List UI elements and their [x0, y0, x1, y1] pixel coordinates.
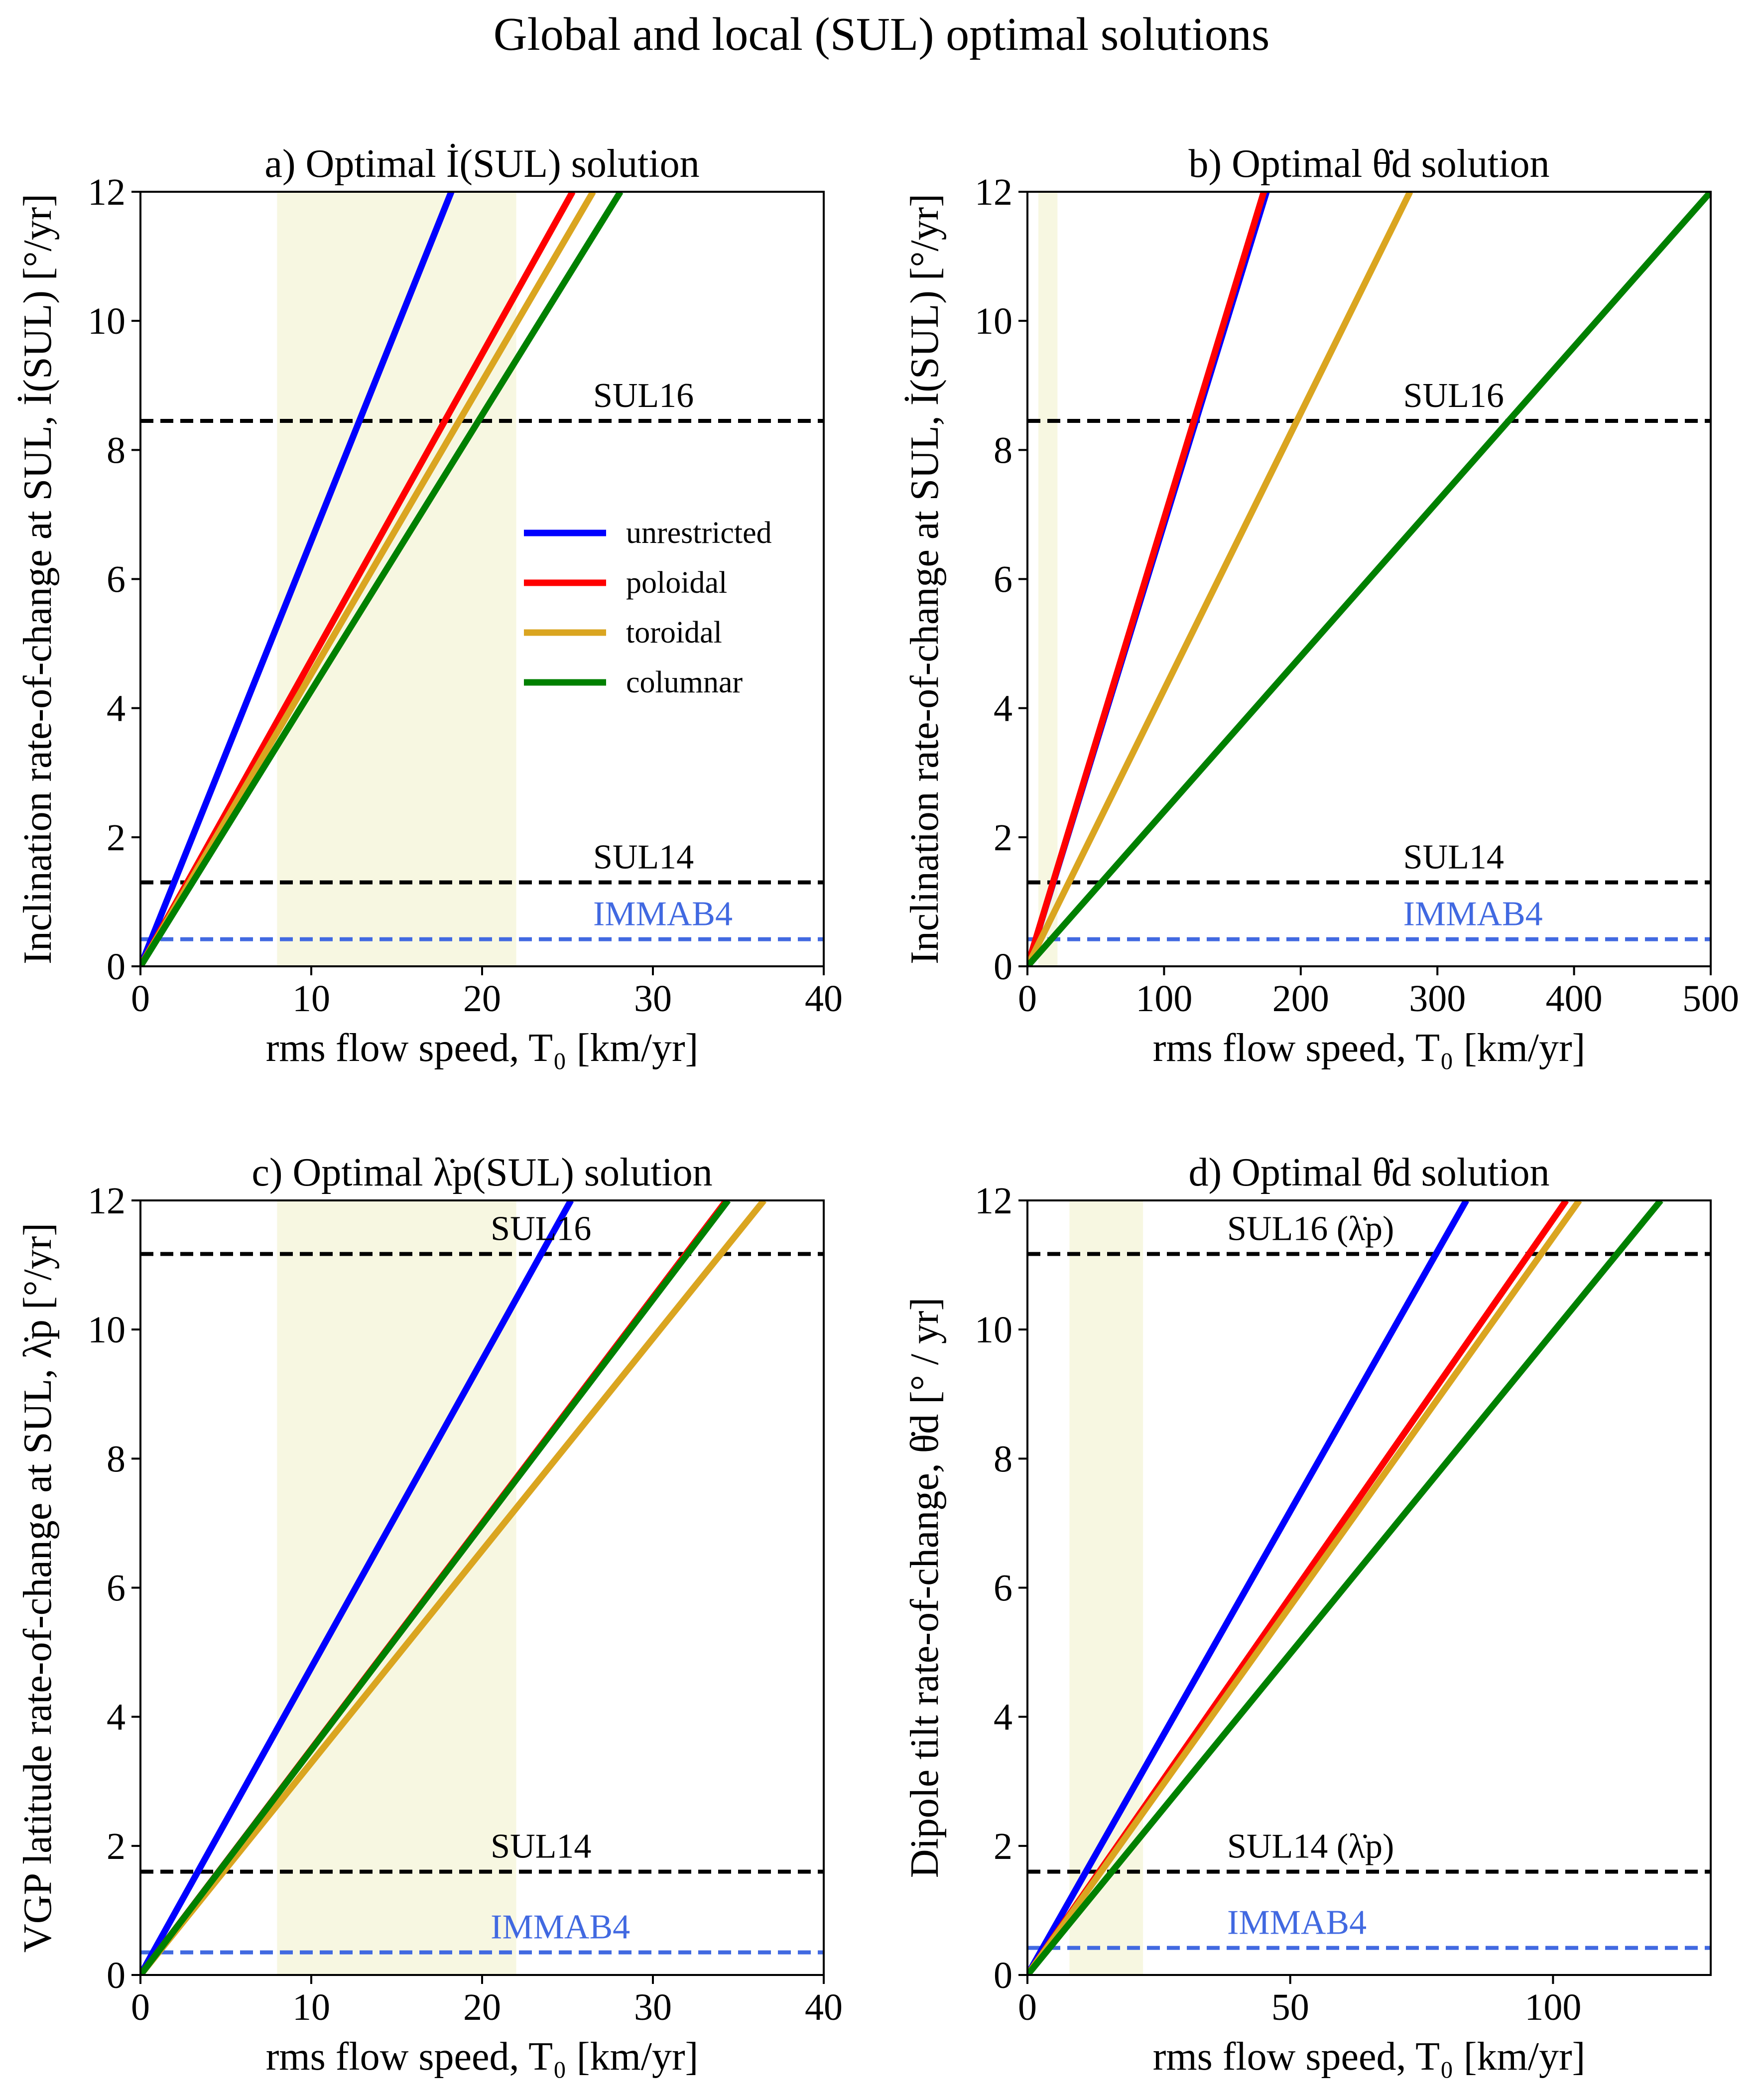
x-tick-label: 400: [1546, 978, 1603, 1020]
y-tick-label: 2: [994, 1826, 1012, 1867]
hline-label: SUL16: [593, 377, 694, 415]
panel-a: SUL16 SUL14 IMMAB4 0 10 20 30 40 0 2 4 6 8 10 12 a) Opt…: [16, 142, 843, 1070]
x-tick-label: 40: [805, 1986, 843, 2028]
shaded-region: [1038, 192, 1058, 966]
series-line-unrestricted: [140, 192, 455, 966]
series-line-toroidal: [140, 1200, 767, 1975]
hline-label: IMMAB4: [1227, 1904, 1367, 1942]
shaded-region: [277, 1200, 516, 1975]
hline-label: IMMAB4: [1403, 895, 1543, 933]
x-tick-label: 10: [292, 1986, 330, 2028]
x-tick-label: 100: [1524, 1986, 1581, 2028]
y-tick-label: 8: [994, 1438, 1012, 1480]
panel-title: a) Optimal İ(SUL) solution: [264, 142, 699, 186]
series-line-toroidal: [140, 192, 596, 966]
panel-title: d) Optimal θ̇d solution: [1189, 1151, 1550, 1194]
panel-title: c) Optimal λ̇p(SUL) solution: [252, 1151, 712, 1194]
shaded-region: [277, 192, 516, 966]
legend-label-poloidal: poloidal: [626, 566, 727, 600]
x-tick-label: 50: [1271, 1986, 1309, 2028]
series-line-unrestricted: [1027, 1200, 1469, 1975]
y-tick-label: 12: [88, 171, 126, 213]
panel-d: SUL16 (λ̇p) SUL14 (λ̇p) IMMAB4 0 50 100 0 2 4 6 8 1…: [903, 1151, 1712, 2079]
x-tick-label: 500: [1682, 978, 1739, 1020]
y-axis-label: Inclination rate-of-change at SUL, İ(SUL…: [903, 194, 947, 964]
x-tick-label: 100: [1135, 978, 1192, 1020]
hline-label: IMMAB4: [491, 1908, 630, 1947]
y-tick-label: 0: [994, 946, 1012, 988]
legend-label-toroidal: toroidal: [626, 616, 722, 650]
y-axis-label: VGP latitude rate-of-change at SUL, λ̇p …: [16, 1223, 60, 1953]
y-tick-label: 4: [107, 688, 126, 730]
y-tick-label: 0: [994, 1955, 1012, 1996]
hline-label: SUL16 (λ̇p): [1227, 1210, 1394, 1248]
x-tick-label: 30: [634, 978, 672, 1020]
y-tick-label: 6: [994, 559, 1012, 601]
x-tick-label: 40: [805, 978, 843, 1020]
hline-label: SUL14 (λ̇p): [1227, 1828, 1394, 1866]
series-line-columnar: [1027, 192, 1711, 966]
hline-label: SUL16: [491, 1210, 591, 1248]
series-line-unrestricted: [140, 1200, 574, 1975]
x-tick-label: 30: [634, 1986, 672, 2028]
panel-title: b) Optimal θ̇d solution: [1189, 142, 1550, 186]
y-axis-label: Inclination rate-of-change at SUL, İ(SUL…: [16, 194, 60, 964]
x-axis-label: rms flow speed, T₀ [km/yr]: [266, 1026, 698, 1070]
legend: unrestricted poloidal toroidal columnar: [524, 516, 772, 699]
y-tick-label: 10: [975, 1309, 1012, 1351]
y-tick-label: 8: [107, 1438, 126, 1480]
y-tick-label: 6: [994, 1568, 1012, 1609]
y-tick-label: 8: [994, 429, 1012, 471]
y-tick-label: 2: [994, 817, 1012, 859]
x-tick-label: 0: [131, 1986, 150, 2028]
y-tick-label: 2: [107, 817, 126, 859]
series-line-poloidal: [1027, 192, 1267, 966]
y-tick-label: 4: [994, 688, 1012, 730]
figure-title: Global and local (SUL) optimal solutions: [494, 8, 1270, 60]
x-tick-label: 0: [1018, 1986, 1037, 2028]
y-tick-label: 10: [975, 300, 1012, 342]
panel-b: SUL16 SUL14 IMMAB4 0 100 200 300 400 500 0 2 4 6 8 10 1…: [903, 142, 1739, 1070]
series-line-toroidal: [1027, 192, 1413, 966]
x-tick-label: 20: [463, 978, 501, 1020]
legend-label-columnar: columnar: [626, 665, 743, 699]
hline-label: SUL14: [1403, 838, 1504, 877]
hline-label: IMMAB4: [593, 895, 733, 933]
series-line-toroidal: [1027, 1200, 1582, 1975]
x-tick-label: 300: [1409, 978, 1466, 1020]
x-axis-label: rms flow speed, T₀ [km/yr]: [266, 2035, 698, 2079]
series-line-columnar: [140, 1200, 731, 1975]
x-tick-label: 0: [131, 978, 150, 1020]
y-tick-label: 4: [994, 1697, 1012, 1738]
y-tick-label: 2: [107, 1826, 126, 1867]
y-axis-label: Dipole tilt rate-of-change, θ̇d [° / yr]: [903, 1298, 947, 1878]
x-axis-label: rms flow speed, T₀ [km/yr]: [1153, 2035, 1585, 2079]
panel-c: SUL16 SUL14 IMMAB4 0 10 20 30 40 0 2 4 6 8 10 12 c) Opt…: [16, 1151, 843, 2079]
x-tick-label: 10: [292, 978, 330, 1020]
y-tick-label: 12: [975, 1180, 1012, 1222]
legend-label-unrestricted: unrestricted: [626, 516, 772, 550]
x-tick-label: 200: [1272, 978, 1329, 1020]
y-tick-label: 12: [88, 1180, 126, 1222]
y-tick-label: 10: [88, 300, 126, 342]
y-tick-label: 0: [107, 946, 126, 988]
y-tick-label: 8: [107, 429, 126, 471]
hline-label: SUL16: [1403, 377, 1504, 415]
y-tick-label: 12: [975, 171, 1012, 213]
x-axis-label: rms flow speed, T₀ [km/yr]: [1153, 1026, 1585, 1070]
hline-label: SUL14: [491, 1828, 591, 1866]
y-tick-label: 6: [107, 1568, 126, 1609]
series-line-columnar: [140, 192, 624, 966]
y-tick-label: 10: [88, 1309, 126, 1351]
x-tick-label: 20: [463, 1986, 501, 2028]
y-tick-label: 0: [107, 1955, 126, 1996]
x-tick-label: 0: [1018, 978, 1037, 1020]
hline-label: SUL14: [593, 838, 694, 877]
y-tick-label: 6: [107, 559, 126, 601]
y-tick-label: 4: [107, 1697, 126, 1738]
series-line-columnar: [1027, 1200, 1663, 1975]
